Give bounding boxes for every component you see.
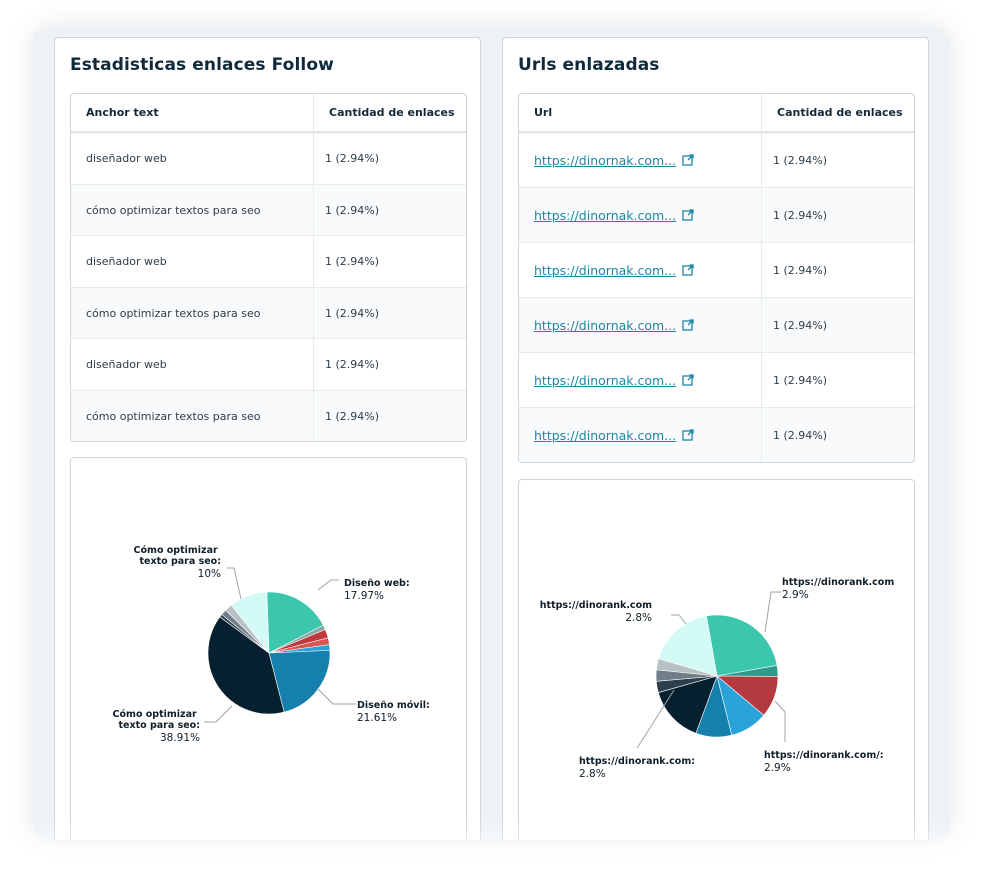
url-pie-chart: https://dinorank.com 2.9% https://dinora… [540, 577, 895, 780]
table-header: Url Cantidad de enlaces [519, 94, 914, 132]
leader-line [317, 579, 339, 591]
url-cell: https://dinornak.com... [519, 298, 762, 352]
table-row: cómo optimizar textos para seo 1 (2.94%) [71, 287, 466, 338]
pie-label-title: Cómo optimizar texto para seo: [134, 545, 221, 567]
table-row: https://dinornak.com... 1 (2.94%) [519, 187, 914, 242]
table-row: cómo optimizar textos para seo 1 (2.94%) [71, 184, 466, 235]
pie-slice[interactable] [658, 615, 718, 677]
linked-urls-table: Url Cantidad de enlaces https://dinornak… [518, 93, 915, 463]
url-link[interactable]: https://dinornak.com... [534, 207, 677, 223]
pie-label-value: 2.8% [625, 612, 652, 624]
dashboard-frame: Estadisticas enlaces Follow Anchor text … [33, 27, 950, 840]
pie-label-title-line: Cómo optimizar [113, 709, 197, 720]
leader-line [636, 689, 675, 749]
table-row: https://dinornak.com... 1 (2.94%) [519, 297, 914, 352]
pie-label-value: 38.91% [160, 732, 200, 744]
table-row: https://dinornak.com... 1 (2.94%) [519, 242, 914, 297]
url-link[interactable]: https://dinornak.com... [534, 372, 677, 388]
url-cell: https://dinornak.com... [519, 408, 762, 462]
column-header-count[interactable]: Cantidad de enlaces [329, 106, 455, 119]
external-link-icon[interactable] [682, 374, 694, 386]
pie-label-title: Diseño web: [344, 578, 410, 589]
url-link[interactable]: https://dinornak.com... [534, 152, 677, 168]
linked-urls-panel: Urls enlazadas Url Cantidad de enlaces h… [502, 37, 929, 840]
pie-label-title-line: texto para seo: [118, 720, 200, 731]
count-cell: 1 (2.94%) [773, 153, 828, 167]
count-cell: 1 (2.94%) [773, 263, 828, 277]
count-cell: 1 (2.94%) [325, 255, 380, 268]
external-link-icon[interactable] [682, 264, 694, 276]
table-row: https://dinornak.com... 1 (2.94%) [519, 132, 914, 187]
table-row: https://dinornak.com... 1 (2.94%) [519, 352, 914, 407]
anchor-pie-chart: Diseño web: 17.97% Diseño móvil: 21.61% … [113, 545, 430, 744]
count-cell: 1 (2.94%) [325, 306, 380, 320]
leader-line [316, 687, 356, 705]
count-cell: 1 (2.94%) [325, 203, 380, 217]
table-row: cómo optimizar textos para seo 1 (2.94%) [71, 390, 466, 441]
count-cell: 1 (2.94%) [325, 409, 380, 423]
count-cell: 1 (2.94%) [325, 152, 380, 165]
count-cell: 1 (2.94%) [773, 318, 828, 332]
pie-slice[interactable] [657, 675, 718, 734]
pie-label-value: 2.8% [579, 768, 606, 780]
count-cell: 1 (2.94%) [773, 373, 828, 387]
url-cell: https://dinornak.com... [519, 353, 762, 407]
external-link-icon[interactable] [682, 209, 694, 221]
count-cell: 1 (2.94%) [773, 428, 828, 442]
table-row: diseñador web 1 (2.94%) [71, 338, 466, 390]
leader-line [227, 567, 242, 600]
panel-title: Estadisticas enlaces Follow [70, 55, 334, 75]
pie-label-title-line: texto para seo: [139, 556, 221, 567]
url-cell: https://dinornak.com... [519, 243, 762, 297]
count-cell: 1 (2.94%) [773, 208, 828, 222]
url-pie-chart-card: https://dinorank.com 2.9% https://dinora… [518, 479, 915, 840]
column-header-url[interactable]: Url [519, 94, 762, 131]
pie-slice[interactable] [230, 591, 270, 654]
anchor-cell: cómo optimizar textos para seo [71, 288, 314, 338]
url-link[interactable]: https://dinornak.com... [534, 262, 677, 278]
url-link[interactable]: https://dinornak.com... [534, 427, 677, 443]
count-cell: 1 (2.94%) [325, 358, 380, 371]
url-link[interactable]: https://dinornak.com... [534, 317, 677, 333]
anchor-cell: cómo optimizar textos para seo [71, 391, 314, 441]
pie-slice[interactable] [706, 614, 778, 677]
pie-label-title: Cómo optimizar texto para seo: [113, 709, 200, 731]
pie-label-title: Diseño móvil: [357, 700, 430, 711]
table-row: diseñador web 1 (2.94%) [71, 132, 466, 184]
anchor-cell: cómo optimizar textos para seo [71, 185, 314, 235]
table-row: diseñador web 1 (2.94%) [71, 235, 466, 287]
pie-label-title: https://dinorank.com: [579, 756, 695, 767]
anchor-cell: diseñador web [71, 133, 314, 184]
anchor-cell: diseñador web [71, 236, 314, 287]
leader-line [774, 700, 786, 742]
table-header: Anchor text Cantidad de enlaces [71, 94, 466, 132]
leader-line [764, 591, 781, 633]
url-cell: https://dinornak.com... [519, 188, 762, 242]
pie-label-title: https://dinorank.com/: [764, 750, 884, 761]
panel-title: Urls enlazadas [518, 55, 660, 75]
pie-label-title: https://dinorank.com [540, 600, 652, 611]
anchor-text-table: Anchor text Cantidad de enlaces diseñado… [70, 93, 467, 442]
url-cell: https://dinornak.com... [519, 133, 762, 187]
pie-label-value: 21.61% [357, 712, 397, 724]
leader-line [671, 614, 687, 625]
column-header-anchor[interactable]: Anchor text [71, 94, 314, 131]
external-link-icon[interactable] [682, 154, 694, 166]
pie-label-value: 17.97% [344, 590, 384, 602]
pie-label-title-line: Cómo optimizar [134, 545, 218, 556]
pie-label-value: 10% [198, 568, 221, 580]
pie-label-title: https://dinorank.com [782, 577, 894, 588]
column-header-count[interactable]: Cantidad de enlaces [777, 106, 903, 119]
pie-label-value: 2.9% [782, 589, 809, 601]
external-link-icon[interactable] [682, 429, 694, 441]
pie-label-value: 2.9% [764, 762, 791, 774]
pie-slice[interactable] [266, 591, 324, 654]
table-row: https://dinornak.com... 1 (2.94%) [519, 407, 914, 462]
leader-line [204, 705, 233, 723]
follow-links-panel: Estadisticas enlaces Follow Anchor text … [54, 37, 481, 840]
anchor-cell: diseñador web [71, 339, 314, 390]
anchor-pie-chart-card: Diseño web: 17.97% Diseño móvil: 21.61% … [70, 457, 467, 840]
pie-slice[interactable] [207, 616, 285, 715]
external-link-icon[interactable] [682, 319, 694, 331]
